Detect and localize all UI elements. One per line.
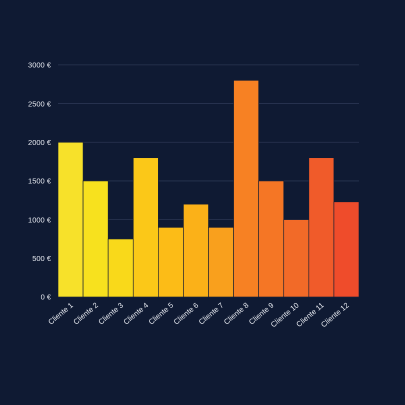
bar-11 [308, 157, 335, 298]
y-tick-label: 1500 € [28, 177, 52, 186]
x-tick-label: Cliente 2 [71, 301, 99, 327]
bar-9 [258, 180, 285, 298]
bar-4 [132, 157, 159, 298]
bar-12 [333, 201, 360, 298]
bar-1 [57, 141, 84, 298]
bar-10 [283, 219, 310, 298]
x-tick-label: Cliente 7 [197, 301, 225, 327]
y-tick-label: 3000 € [28, 61, 52, 70]
x-tick-label: Cliente 8 [222, 301, 250, 327]
bar-3 [107, 238, 134, 298]
y-tick-label: 1000 € [28, 215, 52, 224]
bars [57, 80, 360, 298]
bar-5 [158, 227, 184, 298]
y-tick-label: 2500 € [28, 99, 52, 108]
y-tick-label: 2000 € [28, 138, 52, 147]
bar-7 [208, 227, 234, 298]
x-tick-label: Cliente 6 [172, 301, 200, 327]
bar-8 [233, 80, 259, 298]
bar-6 [183, 203, 209, 298]
x-tick-label: Cliente 12 [319, 301, 351, 330]
y-axis-tick-labels: 0 € 500 € 1000 € 1500 € 2000 € 2500 € 3000 € [28, 61, 52, 302]
x-tick-label: Cliente 1 [46, 301, 74, 327]
y-tick-label: 500 € [32, 254, 52, 263]
y-tick-label: 0 € [41, 293, 52, 302]
x-tick-label: Cliente 5 [147, 301, 175, 327]
x-tick-label: Cliente 3 [97, 301, 125, 327]
bar-2 [82, 180, 109, 298]
x-tick-label: Cliente 4 [122, 301, 150, 327]
